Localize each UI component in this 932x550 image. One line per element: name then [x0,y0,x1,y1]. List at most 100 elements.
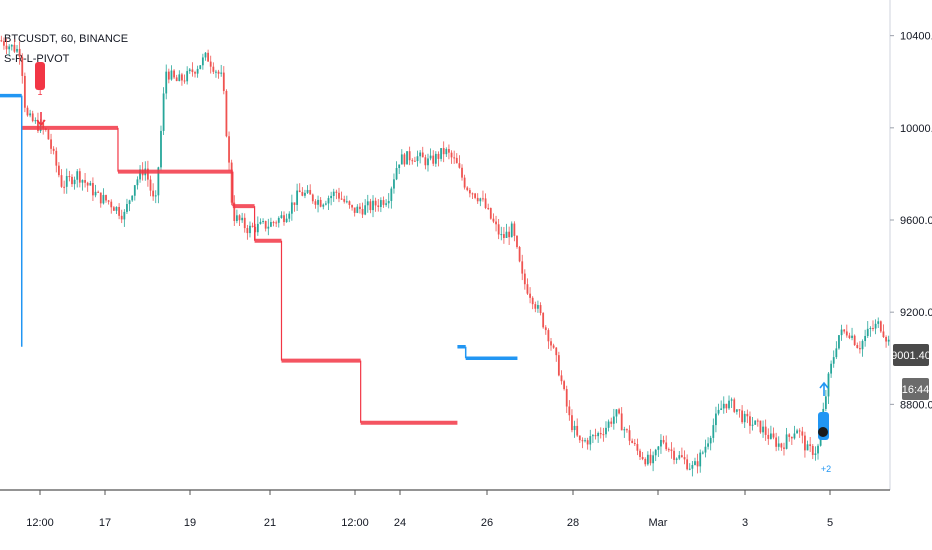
candle-body [123,211,126,220]
candle-body [99,192,102,204]
candle-body [139,169,141,180]
candle-body [516,235,518,248]
candle-body [665,442,668,450]
candle-body [597,433,600,437]
candle-body [657,446,660,450]
candle-body [466,187,469,191]
candle-body [191,69,194,73]
candle-body [304,192,306,196]
y-tick-label: 10000.00 [900,123,932,135]
candle-body [275,222,278,224]
candle-body [194,72,196,74]
candle-body [322,204,325,207]
candle-body [309,189,312,195]
candle-body [764,426,767,435]
candle-body [741,410,744,423]
time-axis[interactable]: 12:00 17 19 21 12:00 24 26 28 Mar 3 5 [26,490,833,529]
candle-body [209,61,212,67]
candle-body [23,75,26,108]
candle-body [393,179,395,189]
candle-body [646,454,649,465]
candle-body [419,152,422,157]
x-tick-label: 28 [567,517,579,529]
candle-body [398,164,401,169]
candle-body [403,154,406,165]
candle-body [775,437,778,447]
candle-body [432,155,435,164]
candle-body [18,48,21,57]
candle-body [641,456,644,460]
candle-body [199,65,202,69]
candle-body [37,120,39,132]
candle-body [712,425,715,438]
candle-body [102,195,105,204]
candle-body [181,74,183,81]
candle-body [720,408,723,410]
x-tick-label: 24 [394,517,406,529]
candle-body [29,113,32,116]
candle-body [369,201,372,211]
candle-body [296,190,299,205]
candle-body [311,194,314,202]
candle-body [120,215,123,220]
x-tick-label: 12:00 [341,517,369,529]
candle-body [335,191,338,193]
candle-body [238,215,241,221]
candle-body [345,201,348,203]
candle-body [411,160,414,162]
candle-body [434,153,437,164]
plot-area[interactable] [0,35,890,477]
candle-body [60,175,63,187]
candle-body [146,168,149,180]
candle-body [790,436,793,439]
candle-body [351,205,353,208]
candle-body [361,209,364,215]
candle-body [772,433,775,438]
y-tick-label: 8800.00 [900,399,932,411]
candle-body [476,197,479,202]
sell-signal-box [35,62,45,90]
candle-body [21,56,24,76]
candle-body [560,375,563,382]
candle-body [589,436,592,445]
candle-body [115,206,118,211]
candle-body [427,158,429,166]
candle-body [526,284,529,294]
candle-body [421,152,424,158]
candle-body [796,430,798,434]
candle-body [212,66,215,72]
candle-body [505,231,508,238]
candle-body [298,190,301,193]
candle-body [290,202,293,214]
candle-body [492,218,495,222]
candle-body [196,68,199,74]
candle-body [306,189,309,193]
candle-body [160,130,162,168]
y-tick-label: 9600.00 [900,215,932,227]
buy-signal-label: +2 [821,464,831,474]
candle-body [639,450,641,457]
candle-body [317,199,319,205]
candle-body [183,80,186,82]
candle-body [605,427,607,435]
candle-body [728,400,730,409]
candle-body [16,48,18,52]
candle-body [152,190,155,197]
candle-body [76,171,79,180]
candle-body [735,409,738,412]
candle-body [107,200,110,202]
candle-body [395,168,398,180]
candle-body [233,202,236,221]
candle-body [450,152,453,158]
candle-body [424,157,427,166]
price-axis[interactable]: 10400.00 10000.00 9600.00 9200.00 8800.00 [890,31,932,412]
candle-body [277,217,280,223]
candle-body [502,234,505,238]
candle-body [372,200,374,211]
candle-body [489,208,492,219]
candle-body [359,206,361,210]
candle-body [293,202,296,205]
candle-body [385,203,388,205]
candle-body [704,446,707,453]
